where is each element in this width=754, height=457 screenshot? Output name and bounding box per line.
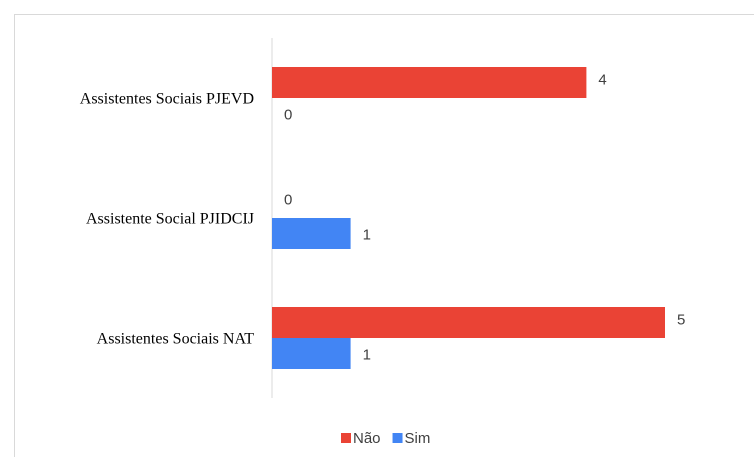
bar [272,218,351,249]
value-label: 0 [284,106,292,123]
bar [272,338,351,369]
value-label: 1 [363,346,371,363]
y-tick-label: Assistente Social PJIDCIJ [86,211,254,228]
bar [272,67,587,98]
value-label: 1 [363,226,371,243]
value-label: 0 [284,191,292,208]
legend-swatch [341,433,351,443]
bar [272,307,665,338]
legend-swatch [392,433,403,443]
legend-label: Não [353,430,381,447]
legend-label: Sim [405,430,431,447]
value-label: 5 [677,311,685,328]
value-label: 4 [598,71,606,88]
y-tick-label: Assistentes Sociais PJEVD [80,91,254,108]
y-tick-label: Assistentes Sociais NAT [97,331,255,348]
